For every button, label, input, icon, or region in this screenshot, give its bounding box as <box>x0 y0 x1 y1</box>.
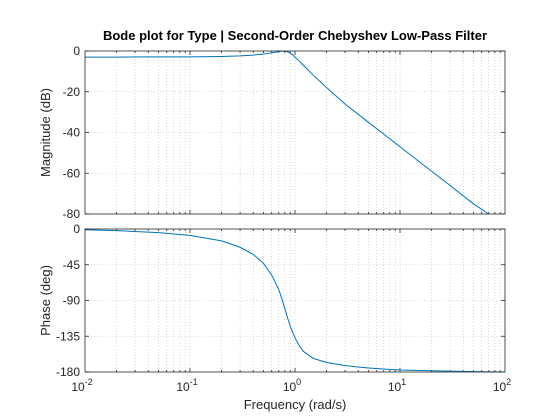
x-tick-label: 10-1 <box>176 377 197 394</box>
y-tick-label: -135 <box>56 329 80 343</box>
phase-y-axis-label: Phase (deg) <box>38 265 53 336</box>
magnitude-panel: 0 -20 -40 -60 -80 Magnitude (dB) <box>38 44 506 221</box>
x-tick-label: 101 <box>388 377 406 394</box>
y-tick-label: 0 <box>73 222 80 236</box>
phase-x-tick-labels: 10-2 10-1 100 101 102 <box>71 377 511 394</box>
phase-series-line <box>84 229 506 373</box>
magnitude-y-tick-labels: 0 -20 -40 -60 -80 <box>63 44 81 221</box>
x-tick-label: 10-2 <box>71 377 92 394</box>
phase-axes-frame <box>84 228 506 373</box>
x-tick-label: 102 <box>493 377 511 394</box>
magnitude-axes-frame <box>84 50 506 215</box>
phase-grid <box>85 229 505 372</box>
magnitude-y-axis-label: Magnitude (dB) <box>38 88 53 177</box>
magnitude-series-line <box>85 50 490 215</box>
chart-title: Bode plot for Type | Second-Order Chebys… <box>103 28 487 43</box>
x-tick-label: 100 <box>283 377 301 394</box>
y-tick-label: -180 <box>56 365 80 379</box>
phase-y-tick-labels: 0 -45 -90 -135 -180 <box>56 222 80 379</box>
y-tick-label: -20 <box>63 85 81 99</box>
y-tick-label: -45 <box>63 258 81 272</box>
y-tick-label: -80 <box>63 207 81 221</box>
y-tick-label: -90 <box>63 294 81 308</box>
y-tick-label: -40 <box>63 126 81 140</box>
y-tick-label: -60 <box>63 166 81 180</box>
magnitude-grid <box>85 51 505 214</box>
phase-panel: 0 -45 -90 -135 -180 10-2 10-1 100 101 102 Phase … <box>38 222 511 394</box>
y-tick-label: 0 <box>73 44 80 58</box>
x-axis-label: Frequency (rad/s) <box>244 397 347 412</box>
